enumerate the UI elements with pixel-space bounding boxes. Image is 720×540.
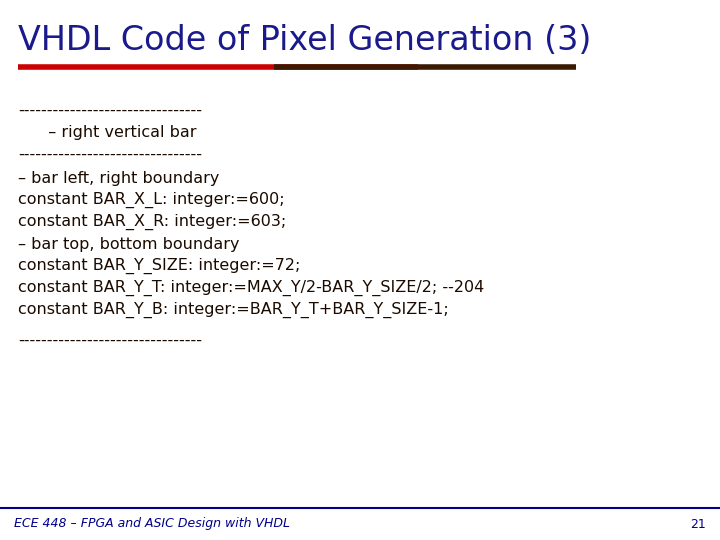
Text: – bar top, bottom boundary: – bar top, bottom boundary [18,237,240,252]
Text: constant BAR_X_R: integer:=603;: constant BAR_X_R: integer:=603; [18,214,287,230]
Text: constant BAR_Y_SIZE: integer:=72;: constant BAR_Y_SIZE: integer:=72; [18,258,300,274]
Text: 21: 21 [690,517,706,530]
Text: VHDL Code of Pixel Generation (3): VHDL Code of Pixel Generation (3) [18,24,591,57]
Text: – right vertical bar: – right vertical bar [38,125,197,139]
Text: --------------------------------: -------------------------------- [18,333,202,348]
Text: constant BAR_Y_T: integer:=MAX_Y/2-BAR_Y_SIZE/2; --204: constant BAR_Y_T: integer:=MAX_Y/2-BAR_Y… [18,280,485,296]
Text: --------------------------------: -------------------------------- [18,103,202,118]
Text: – bar left, right boundary: – bar left, right boundary [18,171,220,186]
Text: --------------------------------: -------------------------------- [18,146,202,161]
Text: constant BAR_Y_B: integer:=BAR_Y_T+BAR_Y_SIZE-1;: constant BAR_Y_B: integer:=BAR_Y_T+BAR_Y… [18,302,449,318]
Text: constant BAR_X_L: integer:=600;: constant BAR_X_L: integer:=600; [18,192,284,208]
Text: ECE 448 – FPGA and ASIC Design with VHDL: ECE 448 – FPGA and ASIC Design with VHDL [14,517,290,530]
